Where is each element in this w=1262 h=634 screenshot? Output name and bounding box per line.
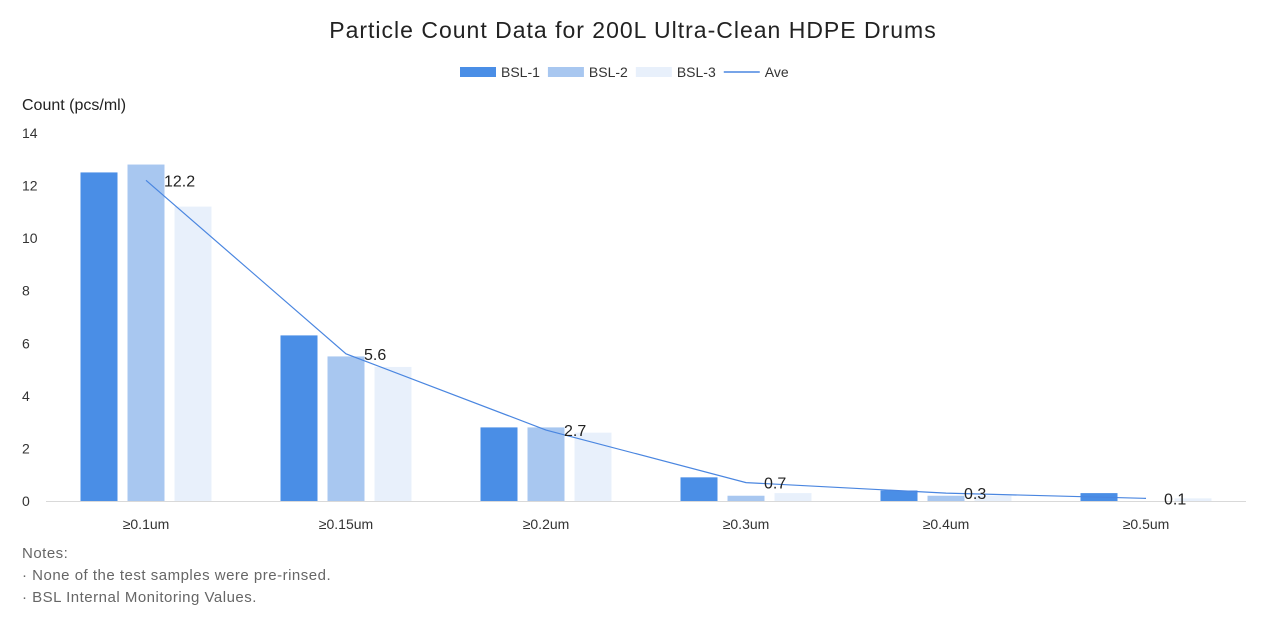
x-category-label: ≥0.3um bbox=[723, 516, 770, 532]
legend-label: BSL-3 bbox=[677, 64, 716, 80]
bar-bsl-3 bbox=[1174, 498, 1212, 501]
legend-label: BSL-1 bbox=[501, 64, 540, 80]
x-category-label: ≥0.2um bbox=[523, 516, 570, 532]
y-axis-label: Count (pcs/ml) bbox=[22, 97, 126, 114]
chart-title: Particle Count Data for 200L Ultra-Clean… bbox=[329, 17, 936, 43]
x-axis-categories: ≥0.1um ≥0.15um ≥0.2um ≥0.3um ≥0.4um ≥0.5um bbox=[123, 516, 1170, 532]
y-tick-label: 2 bbox=[22, 440, 30, 456]
bar-bsl-2 bbox=[527, 427, 565, 501]
legend-swatch bbox=[635, 67, 672, 77]
note-item-1: · None of the test samples were pre-rins… bbox=[22, 567, 332, 584]
y-axis-ticks: 0 2 4 6 8 10 12 14 bbox=[22, 125, 38, 509]
bar-series bbox=[80, 164, 1212, 502]
average-data-label: 5.6 bbox=[364, 347, 386, 364]
bar-bsl-2 bbox=[127, 164, 165, 502]
y-tick-label: 4 bbox=[22, 388, 30, 404]
chart-legend: BSL-1 BSL-2 BSL-3 Ave bbox=[460, 64, 789, 80]
average-data-label: 2.7 bbox=[564, 423, 586, 440]
y-tick-label: 0 bbox=[22, 493, 30, 509]
notes-heading: Notes: bbox=[22, 545, 69, 562]
average-line-path bbox=[145, 179, 1147, 499]
bar-bsl-1 bbox=[880, 490, 918, 501]
bar-bsl-3 bbox=[174, 206, 212, 501]
bar-bsl-3 bbox=[974, 495, 1012, 501]
note-item-2: · BSL Internal Monitoring Values. bbox=[22, 589, 257, 606]
bar-bsl-2 bbox=[727, 495, 765, 501]
bar-bsl-1 bbox=[80, 172, 118, 501]
bar-bsl-3 bbox=[374, 366, 412, 501]
bar-bsl-3 bbox=[574, 432, 612, 501]
average-data-label: 12.2 bbox=[164, 173, 195, 190]
average-data-label: 0.3 bbox=[964, 486, 986, 503]
x-category-label: ≥0.1um bbox=[123, 516, 170, 532]
y-tick-label: 8 bbox=[22, 283, 30, 299]
bar-bsl-1 bbox=[480, 427, 518, 501]
bar-bsl-1 bbox=[680, 477, 718, 501]
y-tick-label: 10 bbox=[22, 230, 38, 246]
average-line: 12.2 5.6 2.7 0.7 0.3 0.1 bbox=[145, 173, 1186, 508]
y-tick-label: 6 bbox=[22, 335, 30, 351]
y-tick-label: 12 bbox=[22, 178, 38, 194]
bar-bsl-3 bbox=[774, 493, 812, 501]
x-category-label: ≥0.15um bbox=[319, 516, 373, 532]
legend-swatch bbox=[547, 67, 584, 77]
legend-swatch bbox=[460, 67, 496, 77]
average-data-label: 0.7 bbox=[764, 476, 786, 493]
notes-section: Notes: · None of the test samples were p… bbox=[22, 543, 331, 609]
bar-bsl-1 bbox=[280, 335, 318, 501]
x-category-label: ≥0.4um bbox=[923, 516, 970, 532]
bar-bsl-2 bbox=[927, 495, 965, 501]
x-category-label: ≥0.5um bbox=[1123, 516, 1170, 532]
legend-label: Ave bbox=[765, 64, 789, 80]
y-tick-label: 14 bbox=[22, 125, 38, 141]
legend-label: BSL-2 bbox=[589, 64, 628, 80]
average-data-label: 0.1 bbox=[1164, 491, 1186, 508]
bar-bsl-2 bbox=[327, 356, 365, 501]
